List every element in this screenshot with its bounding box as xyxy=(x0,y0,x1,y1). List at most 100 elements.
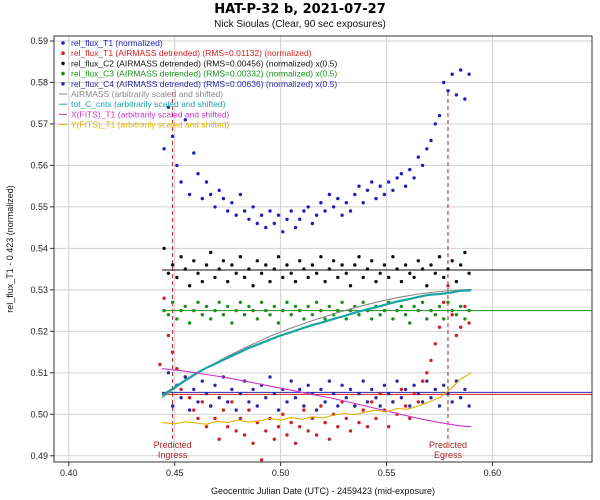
data-point xyxy=(242,313,247,317)
data-point xyxy=(365,188,370,192)
data-point xyxy=(370,259,374,263)
data-point xyxy=(293,279,298,284)
data-point xyxy=(204,263,209,267)
data-point xyxy=(387,180,391,184)
data-point xyxy=(187,396,192,400)
data-point xyxy=(344,416,348,421)
data-point xyxy=(200,400,204,404)
data-point xyxy=(226,425,230,429)
data-point xyxy=(306,383,310,387)
data-point xyxy=(336,404,340,408)
data-point xyxy=(285,400,289,404)
data-point xyxy=(200,313,204,317)
data-point xyxy=(209,250,213,255)
data-point xyxy=(251,387,255,392)
data-point xyxy=(327,304,332,309)
data-point xyxy=(196,400,200,404)
data-point xyxy=(170,404,175,408)
y-tick-label: 0.52 xyxy=(30,326,48,336)
x-tick-label: 0.40 xyxy=(60,468,78,478)
data-point xyxy=(166,105,171,110)
data-point xyxy=(391,255,395,259)
y-tick-label: 0.59 xyxy=(30,36,48,46)
data-point xyxy=(264,396,268,400)
data-point xyxy=(285,263,289,267)
data-point xyxy=(408,271,412,275)
data-point xyxy=(226,279,230,284)
data-point xyxy=(391,400,395,404)
data-point xyxy=(221,196,226,201)
data-point xyxy=(162,147,166,151)
data-point xyxy=(264,225,268,230)
data-point xyxy=(276,425,281,429)
data-point xyxy=(314,213,319,217)
data-point xyxy=(158,362,162,367)
data-point xyxy=(204,391,209,396)
data-point xyxy=(425,147,429,151)
data-point xyxy=(298,217,302,221)
data-point xyxy=(302,317,306,321)
data-point xyxy=(391,188,395,192)
data-point xyxy=(361,300,365,304)
data-point xyxy=(298,308,302,313)
data-point xyxy=(425,371,429,375)
data-point xyxy=(179,255,183,259)
data-point xyxy=(433,387,437,392)
data-point xyxy=(170,300,175,304)
legend-entry: rel_flux_C4 (AIRMASS detrended) (RMS=0.0… xyxy=(71,79,337,89)
data-point xyxy=(437,304,442,309)
grid-layer xyxy=(54,36,592,462)
data-point xyxy=(450,400,454,404)
series-line xyxy=(161,372,472,425)
data-point xyxy=(437,113,442,118)
data-point xyxy=(289,313,293,317)
legend-entry: AIRMASS (arbitrarily scaled and shifted) xyxy=(71,89,223,99)
data-point xyxy=(399,279,404,284)
data-point xyxy=(327,267,332,271)
data-point xyxy=(293,225,298,230)
data-point xyxy=(467,72,471,76)
y-tick-label: 0.58 xyxy=(30,77,48,87)
data-point xyxy=(213,308,217,313)
data-point xyxy=(353,192,357,197)
annotation-label: Egress xyxy=(434,450,463,460)
data-point xyxy=(348,429,353,433)
data-point xyxy=(298,425,302,429)
data-point xyxy=(327,379,332,383)
data-point xyxy=(314,433,319,437)
data-point xyxy=(226,209,230,213)
data-point xyxy=(259,300,264,304)
y-tick-label: 0.51 xyxy=(30,368,48,378)
legend-entry: X(FITS)_T1 (arbitrarily scaled and shift… xyxy=(71,109,229,119)
data-point xyxy=(187,192,192,197)
data-point xyxy=(361,275,365,280)
data-point xyxy=(217,437,221,441)
data-point xyxy=(382,192,387,197)
data-point xyxy=(264,429,268,433)
data-point xyxy=(310,313,315,317)
data-point xyxy=(319,404,323,408)
data-point xyxy=(255,221,259,226)
reference-lines xyxy=(162,269,592,395)
data-point xyxy=(327,437,332,441)
data-point xyxy=(314,271,319,275)
data-point xyxy=(268,313,272,317)
data-point xyxy=(221,259,226,263)
data-point xyxy=(437,255,442,259)
data-point xyxy=(378,271,382,275)
data-point xyxy=(319,308,323,313)
data-point xyxy=(327,192,332,197)
data-point xyxy=(416,308,420,313)
data-point xyxy=(251,284,255,288)
data-point xyxy=(319,255,323,259)
data-point xyxy=(357,255,361,259)
series-points xyxy=(162,246,471,288)
data-point xyxy=(374,279,378,284)
data-point xyxy=(268,209,272,213)
data-point xyxy=(412,304,416,309)
data-point xyxy=(289,209,293,213)
data-point xyxy=(336,425,340,429)
data-point xyxy=(204,304,209,309)
data-point xyxy=(395,267,399,271)
